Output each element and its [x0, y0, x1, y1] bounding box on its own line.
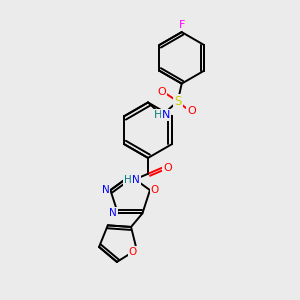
- Text: O: O: [129, 247, 137, 256]
- Text: O: O: [151, 185, 159, 195]
- Text: N: N: [109, 208, 117, 218]
- Text: S: S: [174, 95, 182, 108]
- Text: H: H: [124, 175, 132, 185]
- Text: O: O: [164, 163, 172, 173]
- Text: H: H: [154, 110, 162, 120]
- Text: F: F: [178, 20, 185, 30]
- Text: O: O: [187, 106, 196, 116]
- Text: N: N: [162, 110, 170, 120]
- Text: O: O: [158, 86, 166, 97]
- Text: N: N: [132, 175, 140, 185]
- Text: N: N: [102, 185, 109, 195]
